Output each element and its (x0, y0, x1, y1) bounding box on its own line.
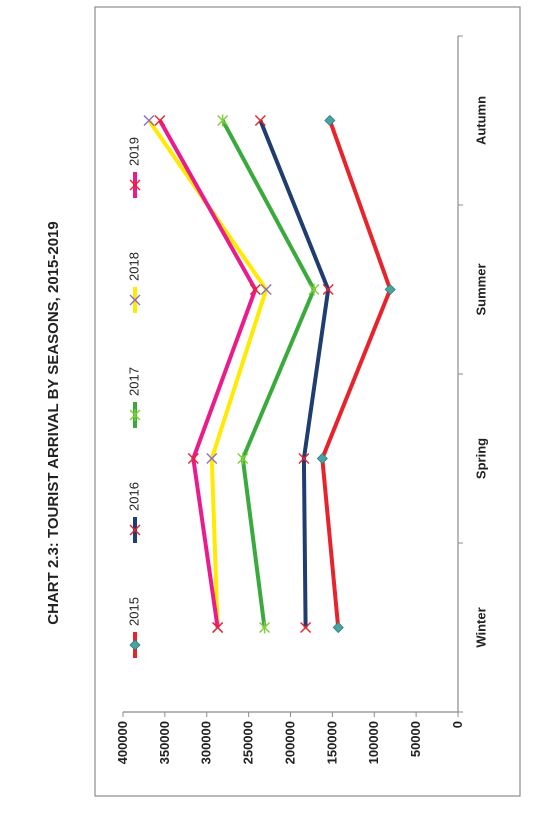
value-tick-label: 350000 (157, 721, 172, 764)
legend-marker-2018 (129, 294, 141, 306)
chart-title: CHART 2.3: TOURIST ARRIVAL BY SEASONS, 2… (45, 221, 62, 624)
value-tick-label: 100000 (366, 721, 381, 764)
data-point-2019-summer (249, 284, 261, 295)
data-point-2015-spring (316, 452, 328, 465)
legend-marker-2017 (129, 409, 141, 421)
value-tick-label: 150000 (324, 721, 339, 764)
data-point-2019-winter (212, 622, 224, 633)
series-line-2017 (220, 119, 316, 628)
data-point-2019-spring (187, 453, 199, 464)
legend-label-2017: 2017 (126, 367, 141, 396)
series-line-2016 (258, 119, 331, 628)
data-point-2016-winter (300, 622, 312, 633)
value-tick-label: 50000 (408, 721, 423, 757)
value-tick-label: 200000 (282, 721, 297, 764)
value-tick-label: 300000 (199, 721, 214, 764)
data-point-2016-summer (322, 284, 334, 295)
series-line-2019 (158, 119, 258, 628)
value-tick-label: 400000 (115, 721, 130, 764)
data-point-2018-spring (206, 453, 218, 464)
legend-marker-2015 (129, 639, 141, 651)
series-line-2015 (320, 119, 393, 628)
data-point-2015-summer (384, 283, 396, 296)
data-point-2019-autumn (154, 115, 166, 126)
legend-label-2019: 2019 (126, 137, 141, 166)
value-tick-label: 0 (450, 721, 465, 728)
category-label-autumn: Autumn (473, 96, 488, 145)
data-point-2018-summer (260, 284, 272, 295)
data-point-2016-spring (298, 453, 310, 464)
data-point-2015-winter (332, 621, 344, 634)
legend-marker-2016 (129, 524, 141, 536)
data-point-2016-autumn (254, 115, 266, 126)
data-point-2017-autumn (217, 114, 229, 127)
legend-label-2015: 2015 (126, 597, 141, 626)
data-point-2015-autumn (324, 114, 336, 127)
category-label-spring: Spring (473, 438, 488, 479)
category-label-summer: Summer (473, 263, 488, 315)
legend-label-2016: 2016 (126, 482, 141, 511)
value-tick-label: 250000 (241, 721, 256, 764)
legend-marker-2019 (129, 179, 141, 191)
data-point-2018-autumn (143, 115, 155, 126)
chart-frame (94, 6, 521, 797)
data-point-2017-summer (308, 283, 320, 296)
category-label-winter: Winter (473, 607, 488, 647)
data-point-2017-winter (259, 621, 271, 634)
legend-label-2018: 2018 (126, 252, 141, 281)
data-point-2017-spring (237, 452, 249, 465)
